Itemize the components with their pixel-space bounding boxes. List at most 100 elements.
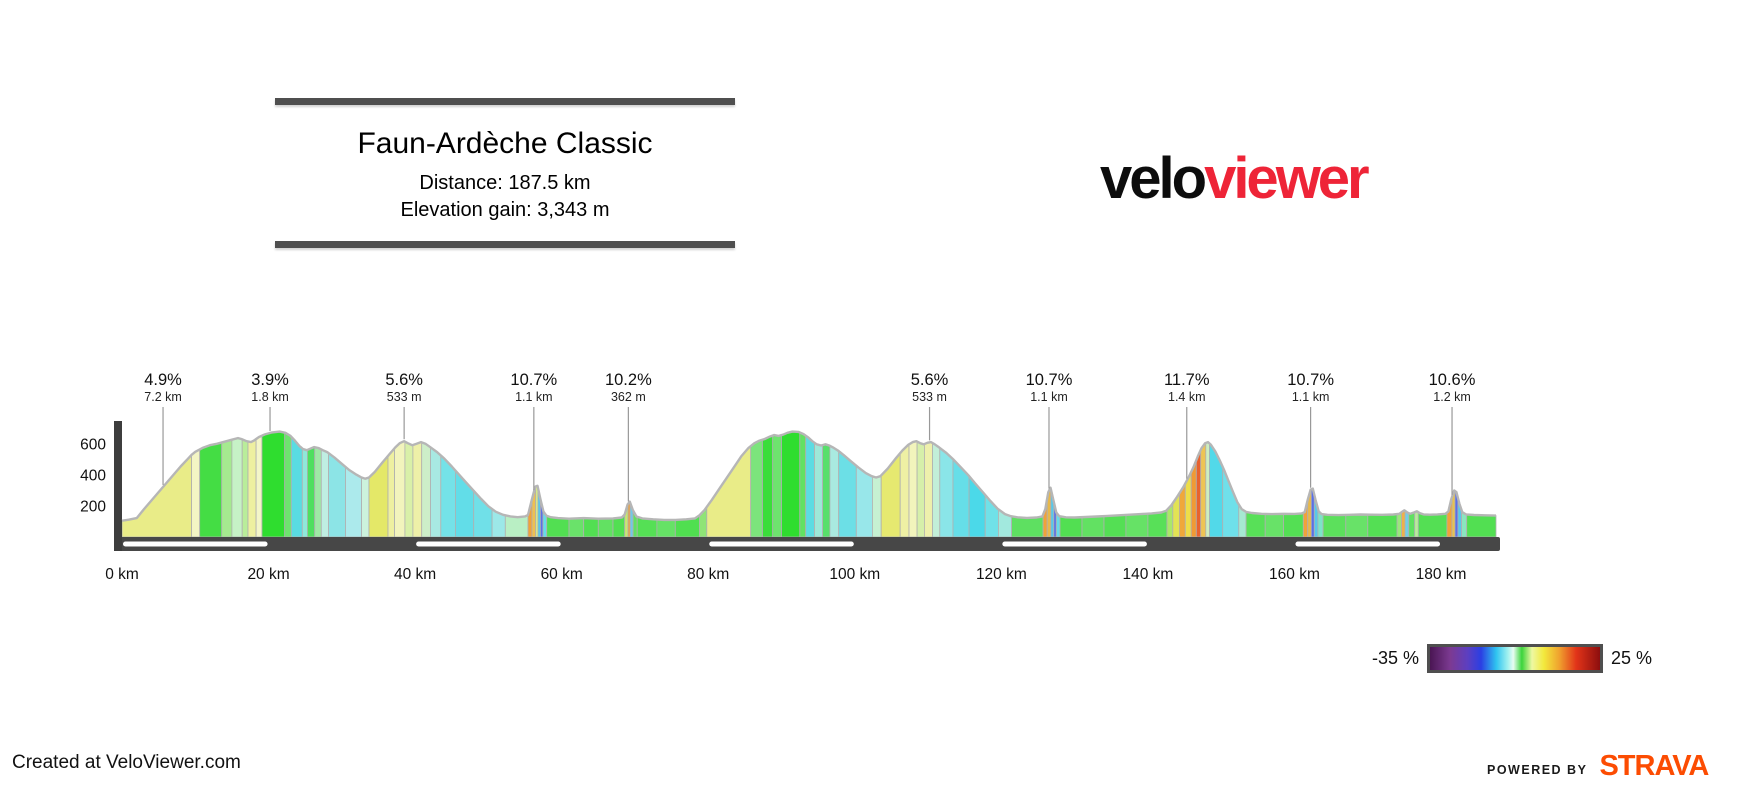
climb-gradient-label: 3.9% — [251, 371, 289, 389]
elevation-band — [939, 447, 954, 538]
veloviewer-logo-viewer: viewer — [1204, 146, 1370, 211]
elevation-band — [504, 514, 529, 538]
title-top-bar — [275, 98, 735, 105]
climb-distance-label: 1.1 km — [1030, 390, 1068, 404]
climb-distance-label: 362 m — [611, 390, 646, 404]
elevation-band — [1345, 514, 1369, 538]
x-axis-tick-label: 40 km — [394, 566, 436, 583]
route-elevation-gain: Elevation gain: 3,343 m — [400, 199, 610, 221]
elevation-band — [1195, 449, 1202, 538]
elevation-band — [1401, 509, 1406, 538]
elevation-band — [706, 445, 752, 538]
climb-distance-label: 533 m — [387, 390, 422, 404]
elevation-profile-chart: 200 400 600 0 km 20 km 40 km 60 km 80 km 100 km 1… — [0, 355, 1758, 590]
elevation-band — [412, 441, 423, 538]
climb-distance-label: 1.1 km — [1292, 390, 1330, 404]
climb-gradient-label: 10.7% — [1026, 371, 1073, 389]
elevation-band — [908, 440, 918, 538]
route-distance: Distance: 187.5 km — [419, 172, 591, 194]
climb-distance-label: 1.1 km — [515, 390, 553, 404]
y-axis-bar — [114, 421, 122, 551]
x-axis-tick-label: 160 km — [1269, 566, 1320, 583]
elevation-band — [261, 431, 286, 538]
elevation-band — [1466, 513, 1497, 538]
elevation-band — [750, 439, 763, 538]
elevation-band — [1367, 513, 1398, 538]
elevation-band — [1081, 515, 1105, 538]
elevation-band — [314, 446, 322, 538]
climb-gradient-label: 10.7% — [510, 371, 557, 389]
climb-gradient-label: 5.6% — [385, 371, 423, 389]
y-axis-tick-label: 600 — [80, 437, 106, 454]
climb-distance-label: 7.2 km — [144, 390, 182, 404]
elevation-band — [916, 440, 925, 538]
x-axis-tick-label: 0 km — [105, 566, 139, 583]
y-axis-tick-label: 400 — [80, 468, 106, 485]
powered-by-strava: POWERED BY STRAVA — [1487, 750, 1709, 783]
climb-gradient-label: 10.2% — [605, 371, 652, 389]
elevation-band — [1103, 514, 1127, 538]
elevation-band — [301, 447, 308, 538]
elevation-band — [952, 458, 970, 538]
x-axis-tick-label: 80 km — [687, 566, 729, 583]
veloviewer-logo-velo: velo — [1100, 146, 1207, 211]
elevation-band — [231, 437, 243, 538]
legend-min-label: -35 % — [1372, 648, 1420, 668]
x-axis-scale-stripe — [1295, 541, 1441, 547]
x-axis-tick-label: 180 km — [1416, 566, 1467, 583]
elevation-band — [1125, 513, 1149, 538]
climb-distance-label: 1.4 km — [1168, 390, 1206, 404]
elevation-band — [421, 441, 431, 538]
elevation-band — [361, 476, 370, 538]
title-bottom-bar — [275, 241, 735, 248]
elevation-band — [306, 446, 316, 538]
elevation-band — [284, 432, 292, 538]
elevation-profile-svg: 200 400 600 0 km 20 km 40 km 60 km 80 km 100 km 1… — [80, 371, 1500, 583]
climb-gradient-label: 10.7% — [1287, 371, 1334, 389]
gradient-legend: -35 % 25 % — [1372, 644, 1652, 673]
elevation-band — [872, 474, 882, 538]
created-at-credit: Created at VeloViewer.com — [12, 752, 241, 773]
profile-outline — [121, 430, 1497, 522]
elevation-band — [568, 517, 585, 538]
elevation-band — [762, 434, 774, 538]
elevation-band — [1209, 442, 1224, 538]
elevation-band — [473, 489, 493, 538]
elevation-band — [656, 519, 676, 538]
x-axis-scale-stripe — [416, 541, 561, 547]
elevation-band — [1404, 510, 1410, 538]
elevation-band — [247, 438, 257, 538]
elevation-band — [822, 443, 831, 538]
elevation-band — [430, 446, 442, 538]
elevation-band — [1322, 513, 1347, 538]
veloviewer-logo: veloviewer — [1100, 146, 1370, 211]
gradient-legend-bar — [1427, 644, 1604, 673]
elevation-band — [1200, 442, 1207, 538]
elevation-band — [320, 448, 330, 538]
elevation-band — [290, 435, 303, 538]
elevation-band — [1396, 511, 1402, 538]
elevation-band — [255, 435, 263, 538]
elevation-band — [1417, 511, 1448, 538]
elevation-band — [1414, 510, 1419, 538]
powered-by-label: POWERED BY — [1487, 762, 1588, 777]
y-axis-tick-label: 200 — [80, 499, 106, 516]
elevation-band — [394, 440, 406, 538]
elevation-band — [199, 441, 223, 538]
x-axis-tick-label: 100 km — [829, 566, 880, 583]
elevation-band — [924, 441, 933, 538]
climb-gradient-label: 5.6% — [911, 371, 949, 389]
elevation-band — [932, 442, 941, 538]
elevation-band — [814, 442, 823, 538]
elevation-band — [597, 517, 614, 538]
climb-gradient-label: 10.6% — [1429, 371, 1476, 389]
elevation-band — [781, 431, 801, 538]
elevation-band — [805, 434, 815, 538]
elevation-band — [387, 447, 396, 538]
x-axis-tick-label: 20 km — [247, 566, 289, 583]
elevation-band — [829, 445, 840, 538]
elevation-band — [772, 434, 782, 538]
elevation-band — [404, 440, 414, 538]
elevation-band — [1283, 512, 1304, 538]
